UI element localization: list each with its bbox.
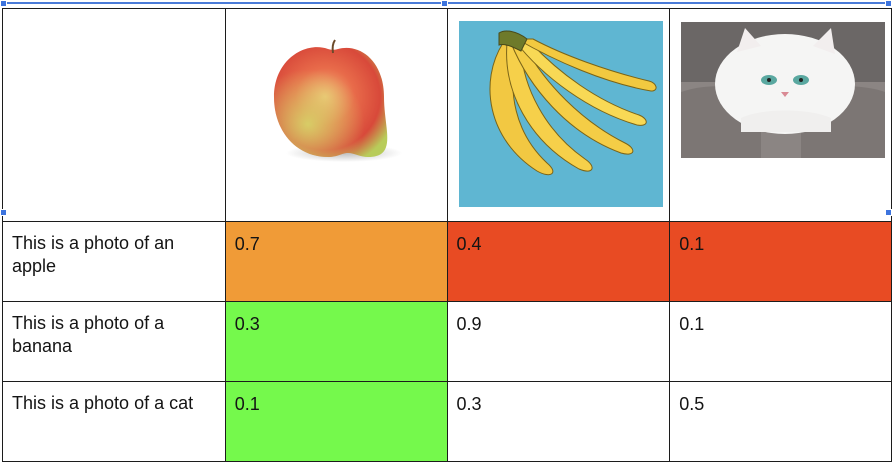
row-label-banana[interactable]: This is a photo of a banana xyxy=(2,301,226,382)
cat-image-cell[interactable] xyxy=(669,8,892,222)
table-row: This is a photo of a banana 0.3 0.9 0.1 xyxy=(2,301,892,382)
comparison-table: This is a photo of an apple 0.7 0.4 0.1 … xyxy=(2,8,892,462)
selection-handle[interactable] xyxy=(0,209,7,216)
selection-handle[interactable] xyxy=(885,0,892,7)
table-row: This is a photo of an apple 0.7 0.4 0.1 xyxy=(2,221,892,302)
apple-image xyxy=(273,39,402,162)
apple-image-cell[interactable] xyxy=(224,8,448,222)
cat-image xyxy=(681,22,886,158)
cell-apple-vs-apple-image[interactable]: 0.7 xyxy=(224,221,448,302)
cell-banana-vs-cat-image[interactable]: 0.1 xyxy=(669,301,892,382)
selection-handle[interactable] xyxy=(885,209,892,216)
cell-apple-vs-banana-image[interactable]: 0.4 xyxy=(446,221,671,302)
banana-image xyxy=(458,21,663,207)
banana-image-cell[interactable] xyxy=(446,8,671,222)
image-row xyxy=(2,8,892,222)
cell-banana-vs-banana-image[interactable]: 0.9 xyxy=(446,301,671,382)
empty-corner-cell[interactable] xyxy=(2,8,226,222)
cell-apple-vs-cat-image[interactable]: 0.1 xyxy=(669,221,892,302)
selection-handle[interactable] xyxy=(0,0,7,7)
row-label-apple[interactable]: This is a photo of an apple xyxy=(2,221,226,302)
cell-banana-vs-apple-image[interactable]: 0.3 xyxy=(224,301,448,382)
selection-handle[interactable] xyxy=(441,0,448,7)
